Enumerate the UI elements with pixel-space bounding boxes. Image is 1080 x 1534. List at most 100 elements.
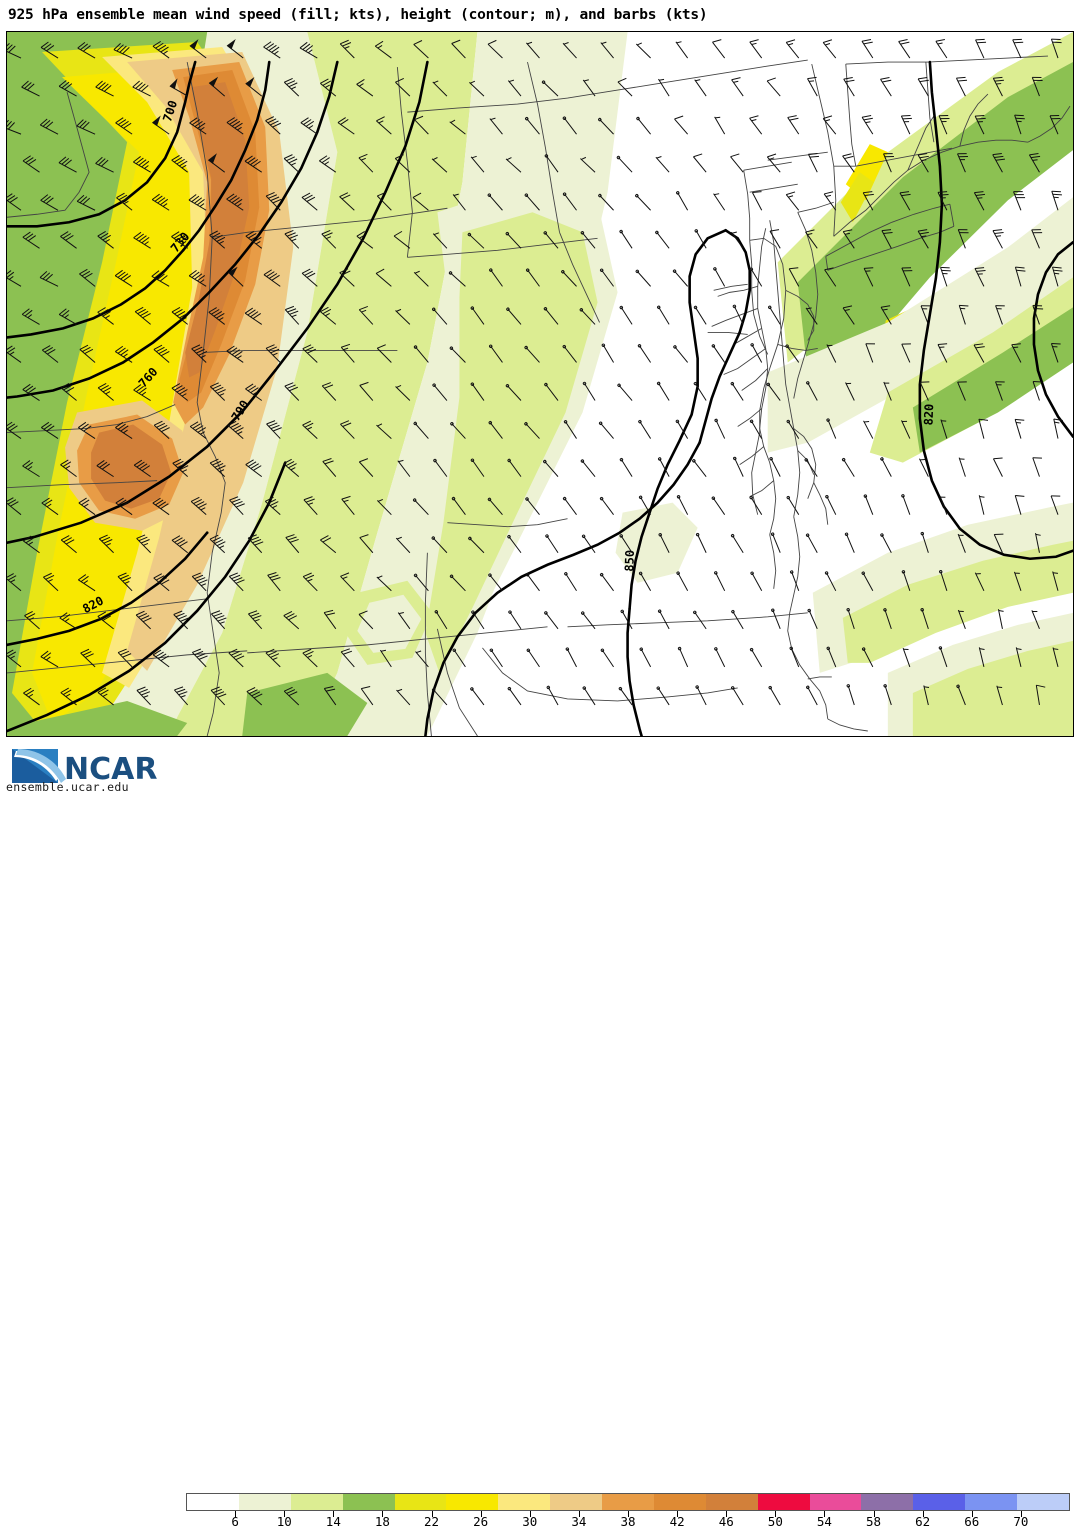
wind-barb <box>768 305 781 325</box>
wind-barb <box>1013 191 1026 211</box>
wind-barb <box>397 611 411 630</box>
wind-barb <box>209 230 226 249</box>
wind-barb <box>561 270 577 287</box>
wind-barb <box>191 572 208 592</box>
wind-barb <box>1014 494 1025 515</box>
wind-barb <box>415 650 429 668</box>
wind-barb <box>337 117 355 135</box>
wind-barb <box>920 608 929 630</box>
wind-barb <box>412 498 429 516</box>
wind-barb <box>1050 495 1061 515</box>
wind-barb <box>413 573 429 592</box>
wind-barb <box>191 648 208 668</box>
wind-barb <box>227 266 244 287</box>
wind-barb <box>40 194 59 211</box>
colorbar[interactable] <box>186 1493 1070 1511</box>
wind-barb <box>861 647 874 668</box>
colorbar-tick-label: 30 <box>522 1514 538 1529</box>
wind-barb <box>898 39 911 59</box>
wind-barb <box>115 117 133 135</box>
wind-barb <box>39 271 59 287</box>
wind-barb <box>711 496 726 515</box>
wind-barb <box>600 41 614 59</box>
wind-barb <box>95 156 114 173</box>
wind-barb <box>470 382 485 401</box>
wind-barb <box>209 382 226 401</box>
wind-barb <box>431 536 448 554</box>
wind-barb <box>1032 381 1043 401</box>
wind-barb <box>923 685 930 706</box>
map-canvas[interactable]: 700 730 760 790 820 850 <box>7 32 1073 736</box>
wind-barb <box>695 532 707 553</box>
wind-barb <box>770 532 781 553</box>
wind-barb <box>76 119 96 135</box>
wind-barb <box>806 381 818 401</box>
colorbar-tick-label: 18 <box>374 1514 390 1529</box>
wind-barb <box>638 495 652 515</box>
wind-barb <box>397 459 411 477</box>
wind-barb <box>22 460 40 478</box>
wind-barb <box>524 345 540 363</box>
height-contour-layer <box>7 60 1073 736</box>
wind-barb <box>1031 229 1043 249</box>
wind-barb <box>470 306 485 325</box>
wind-barb <box>471 610 485 630</box>
wind-barb <box>356 231 374 249</box>
wind-barb <box>618 686 633 706</box>
colorbar-cell <box>705 1494 758 1510</box>
wind-barb <box>376 498 392 516</box>
wind-barb <box>339 268 355 287</box>
wind-barb <box>807 76 818 97</box>
wind-barb <box>617 383 633 401</box>
wind-barb <box>432 80 448 97</box>
wind-barb <box>749 419 763 439</box>
wind-barb <box>508 610 522 630</box>
wind-barb <box>77 41 96 59</box>
wind-barb <box>766 153 781 173</box>
wind-barb <box>826 418 837 439</box>
map-panel[interactable]: 700 730 760 790 820 850 <box>6 31 1074 737</box>
wind-barb <box>283 77 300 97</box>
wind-barb <box>396 688 411 706</box>
wind-barb <box>395 77 411 97</box>
wind-barb <box>40 41 59 59</box>
wind-barb <box>619 534 633 554</box>
wind-barb <box>209 534 226 554</box>
wind-barb <box>320 78 337 97</box>
wind-barb <box>507 458 522 477</box>
colorbar-tick-label: 14 <box>325 1514 341 1529</box>
wind-barb <box>883 684 892 706</box>
wind-barb <box>432 232 448 249</box>
wind-barb <box>883 153 894 173</box>
wind-barb <box>750 343 763 363</box>
wind-barb <box>733 456 744 477</box>
wind-barb <box>599 496 614 515</box>
wind-barb <box>598 193 614 211</box>
wind-barb <box>842 153 855 173</box>
wind-barb <box>116 192 133 211</box>
wind-barb <box>978 418 989 439</box>
wind-barb <box>730 231 744 249</box>
wind-barb <box>283 458 300 478</box>
wind-barb <box>601 343 614 363</box>
wind-barb <box>789 570 800 591</box>
wind-barb <box>97 382 114 401</box>
wind-barb <box>487 193 503 211</box>
colorbar-cell <box>861 1494 914 1510</box>
wind-barb <box>676 191 689 211</box>
wind-barb <box>132 80 151 97</box>
ncar-logo[interactable]: NCAR <box>6 743 171 797</box>
wind-barb <box>616 155 633 173</box>
wind-barb <box>245 383 263 401</box>
wind-barb <box>842 305 855 325</box>
wind-barb <box>676 571 689 592</box>
wind-barb <box>957 609 966 630</box>
wind-barb <box>114 269 133 287</box>
wind-barb <box>995 305 1005 325</box>
wind-barb <box>470 458 485 477</box>
wind-barb <box>450 422 466 439</box>
wind-barb <box>189 39 207 59</box>
wind-barb <box>582 381 596 401</box>
wind-barb <box>657 457 670 477</box>
wind-barb <box>133 384 151 401</box>
